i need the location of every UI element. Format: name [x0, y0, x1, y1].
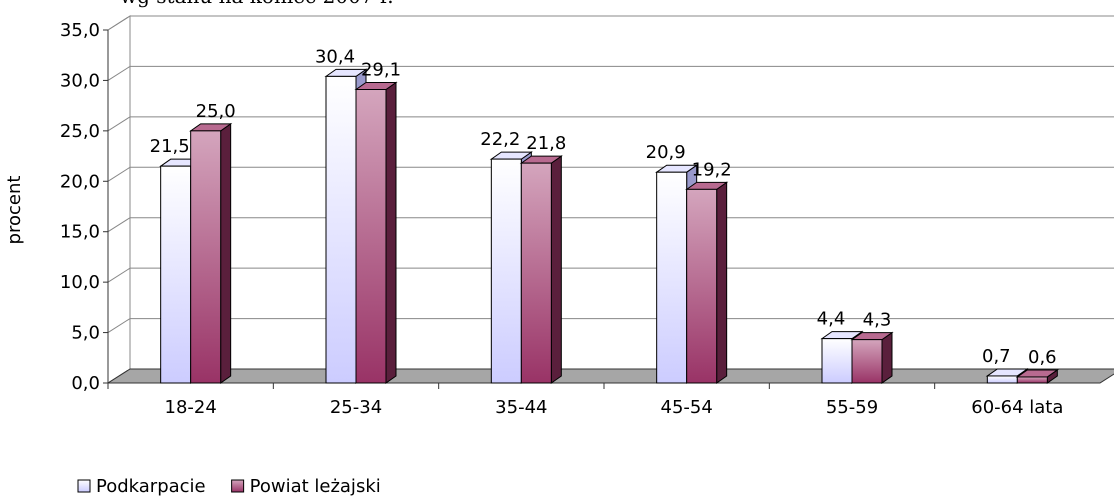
bar-front [686, 188, 718, 384]
data-label: 4,3 [863, 310, 892, 331]
x-tick-label: 60-64 lata [971, 397, 1063, 418]
chart-title: wg stanu na koniec 2007 r. [120, 0, 394, 8]
grid-line [107, 217, 1114, 233]
bar [354, 81, 398, 384]
x-tick-label: 25-34 [330, 397, 382, 418]
y-tick-label: 15,0 [60, 222, 100, 243]
bar [850, 331, 894, 384]
grid-line [107, 318, 1114, 333]
y-axis-label: procent [4, 176, 25, 245]
bar-side [550, 155, 562, 384]
bar-side [881, 331, 893, 384]
data-label: 20,9 [646, 142, 686, 163]
data-label: 19,2 [692, 159, 732, 180]
x-tick-label: 18-24 [165, 397, 217, 418]
bar [519, 155, 563, 384]
legend-swatch [77, 479, 91, 493]
grid-line [107, 166, 1114, 182]
y-tick-label: 35,0 [60, 20, 100, 41]
bar-front [656, 171, 688, 384]
bar [189, 122, 233, 384]
y-tick-label: 20,0 [60, 171, 100, 192]
side-wall [107, 15, 131, 384]
x-tick-label: 35-44 [495, 397, 547, 418]
bar-side [220, 122, 232, 384]
y-tick-label: 5,0 [71, 323, 100, 344]
data-label: 0,6 [1028, 347, 1057, 368]
bar-side [716, 181, 728, 384]
legend-label: Powiat leżajski [250, 476, 381, 497]
legend-swatch [231, 479, 245, 493]
y-tick-label: 10,0 [60, 272, 100, 293]
floor [106, 368, 1114, 384]
bar-front [986, 375, 1018, 384]
bar-front [325, 75, 357, 384]
y-tick-label: 30,0 [60, 70, 100, 91]
bar-front [821, 338, 853, 384]
bar-front [851, 339, 883, 384]
data-label: 30,4 [315, 46, 355, 67]
x-tick-label: 55-59 [826, 397, 878, 418]
grid-line [107, 65, 1114, 81]
grid-line [107, 116, 1114, 132]
bar-front [520, 162, 552, 384]
legend-label: Podkarpacie [96, 476, 206, 497]
grid-line [107, 15, 1114, 31]
grid-line [107, 267, 1114, 283]
bar-front [355, 89, 387, 384]
back-wall [129, 15, 1114, 370]
data-label: 21,8 [526, 133, 566, 154]
bar-side [385, 81, 397, 384]
bar-front [490, 158, 522, 384]
data-label: 21,5 [150, 136, 190, 157]
data-label: 22,2 [480, 129, 520, 150]
bar-front [190, 130, 222, 384]
data-label: 4,4 [817, 309, 846, 330]
bar [685, 181, 729, 384]
y-tick-label: 0,0 [71, 373, 100, 394]
x-tick-label: 45-54 [661, 397, 713, 418]
y-tick-label: 25,0 [60, 121, 100, 142]
data-label: 25,0 [196, 101, 236, 122]
bar-front [160, 165, 192, 384]
data-label: 0,7 [982, 346, 1011, 367]
data-label: 29,1 [361, 60, 401, 81]
bar [1015, 368, 1059, 384]
bar-front [1016, 376, 1048, 384]
